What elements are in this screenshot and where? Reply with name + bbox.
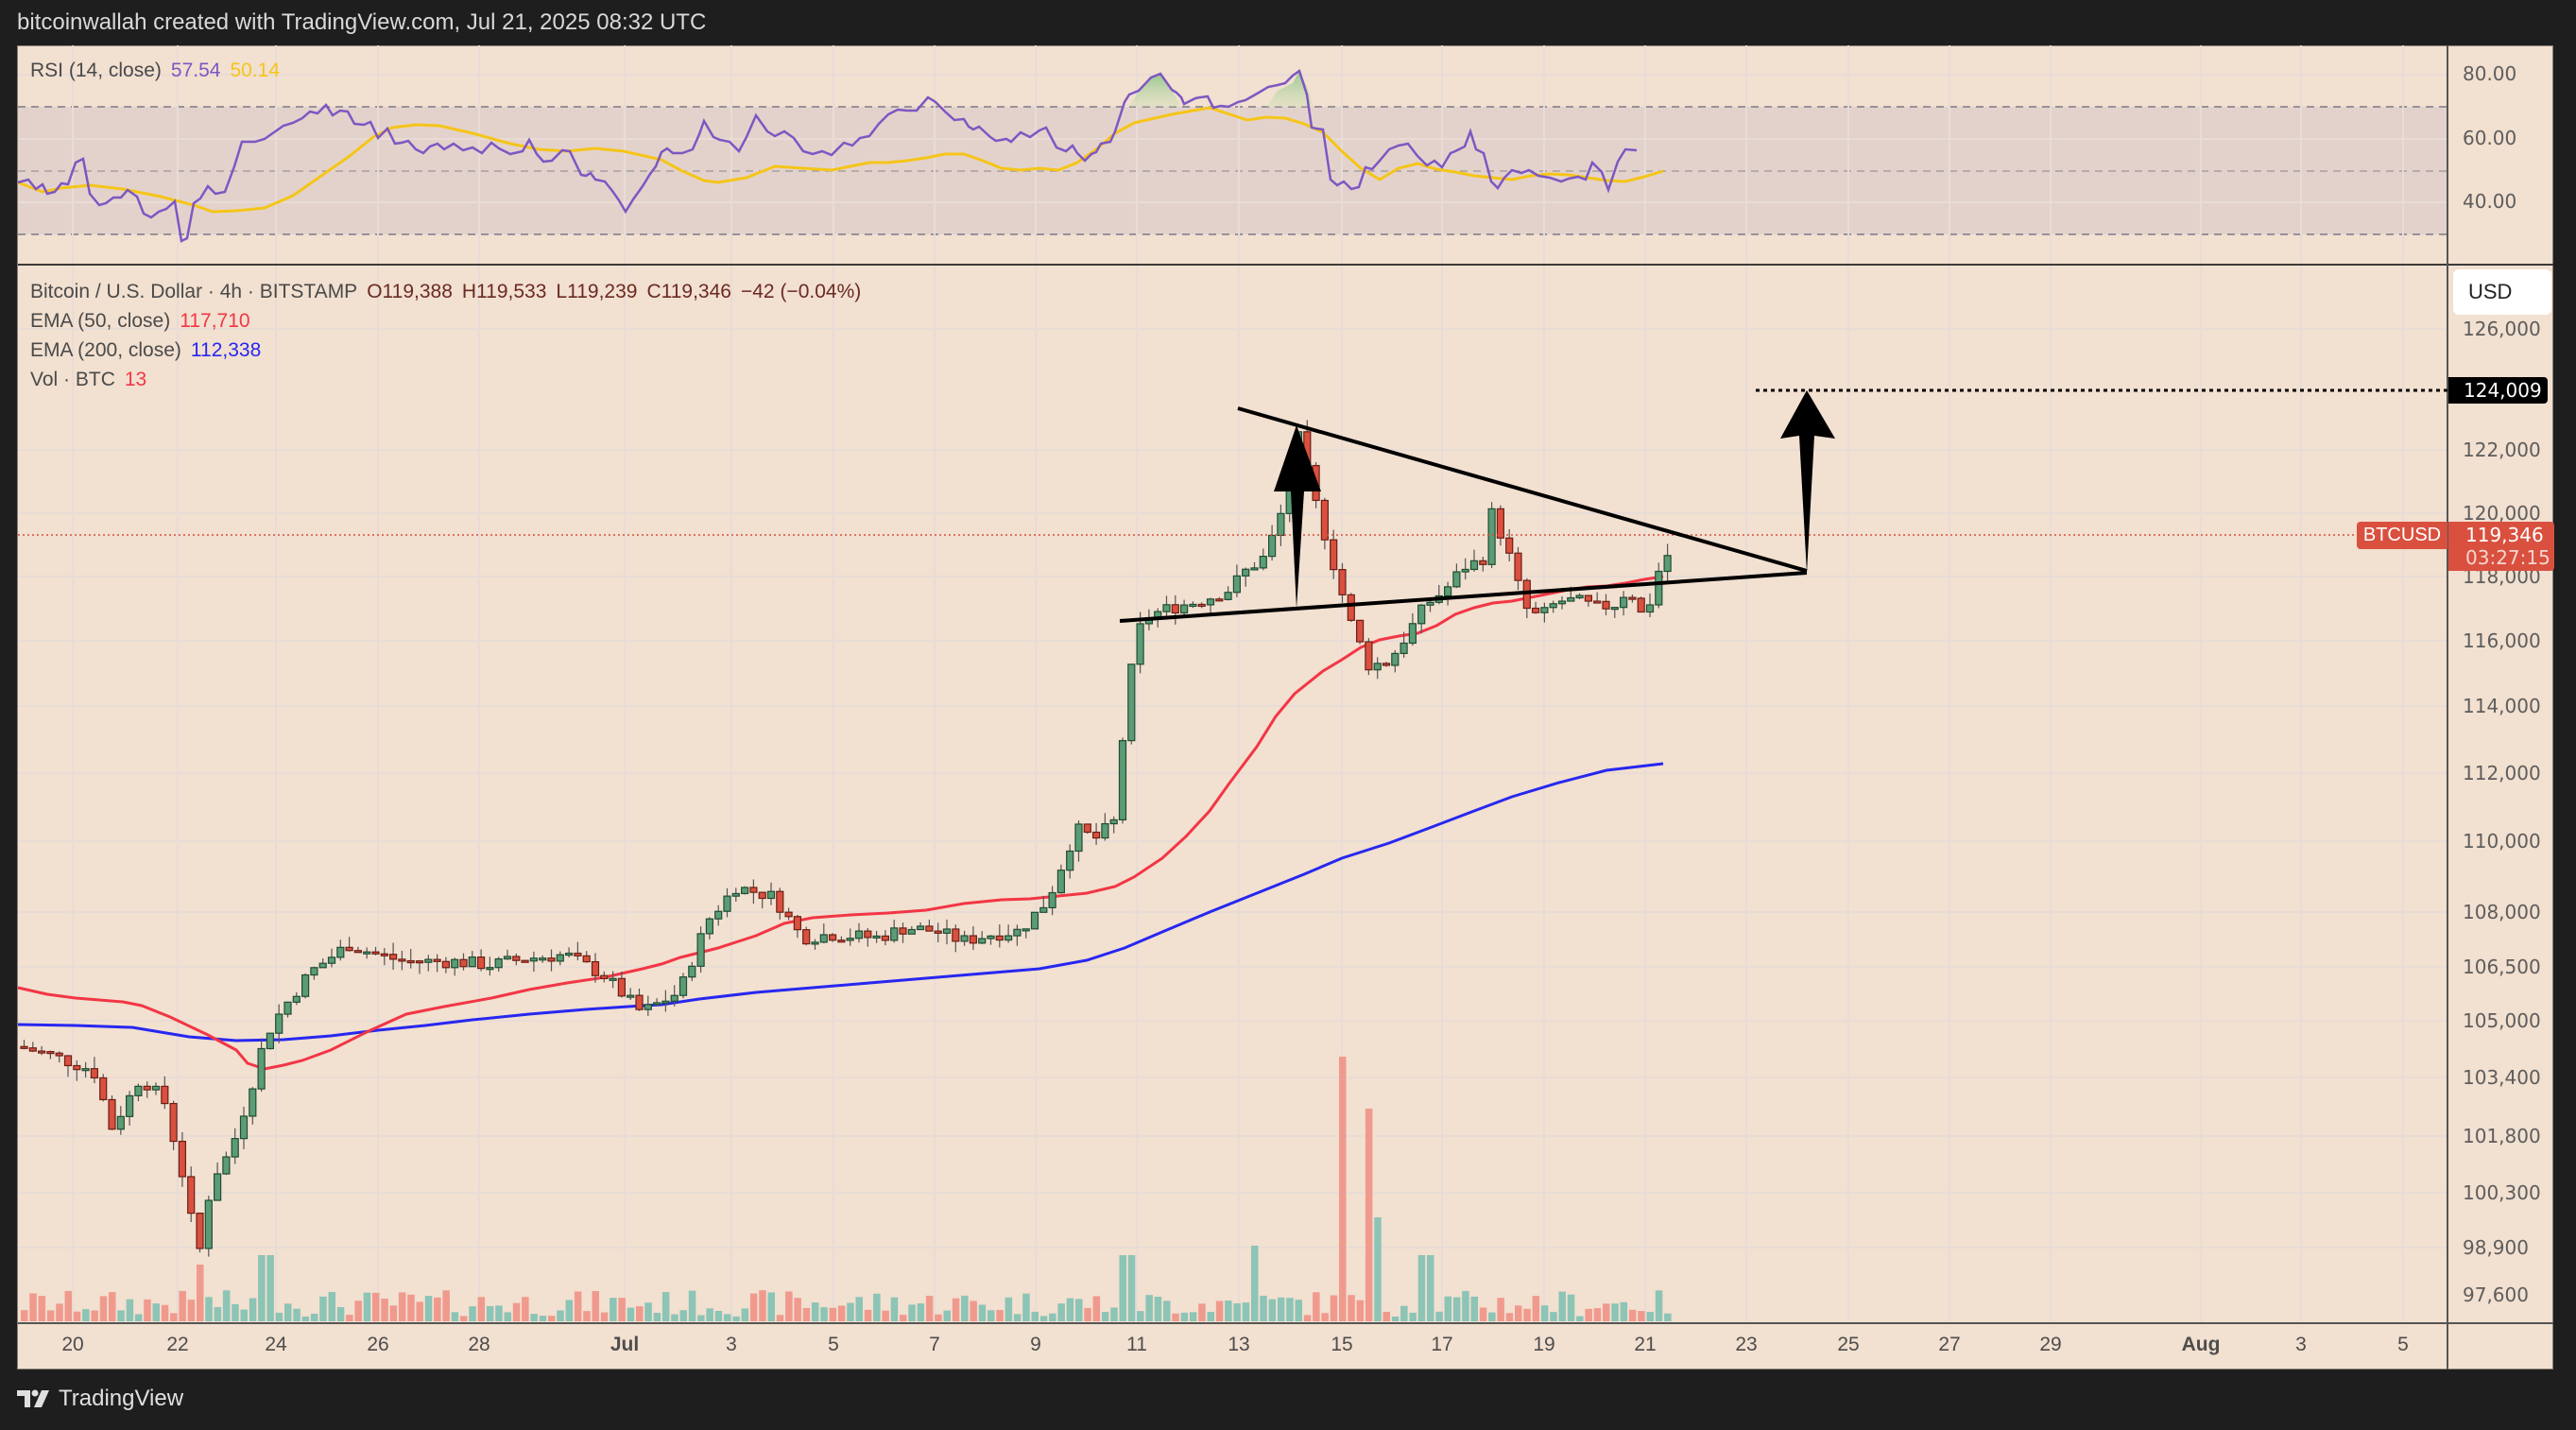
bar-countdown: 03:27:15	[2465, 546, 2550, 569]
volume-legend[interactable]: Vol · BTC 13	[30, 369, 156, 391]
price-tick: 106,500	[2463, 956, 2541, 978]
date-tick: 5	[828, 1334, 839, 1355]
price-tick: 103,400	[2463, 1066, 2541, 1089]
currency-selector[interactable]: USD	[2453, 269, 2551, 315]
date-tick: 28	[468, 1334, 490, 1355]
rsi-value: 57.54	[170, 60, 221, 81]
ema200-line	[17, 762, 1664, 1042]
symbol-legend[interactable]: Bitcoin / U.S. Dollar · 4h · BITSTAMP O11…	[30, 281, 870, 303]
ema50-line	[17, 575, 1664, 1071]
price-tick: 101,800	[2463, 1125, 2541, 1147]
price-tick: 108,000	[2463, 901, 2541, 923]
date-tick: 21	[1634, 1334, 1657, 1355]
date-tick: 13	[1228, 1334, 1250, 1355]
date-tick: 25	[1837, 1334, 1860, 1355]
ohlc-change: −42 (−0.04%)	[740, 281, 862, 302]
volume-bars	[21, 1057, 1672, 1321]
price-tick: 116,000	[2463, 629, 2541, 652]
target-price-tag: 124,009	[2448, 377, 2548, 404]
date-tick: 11	[1126, 1334, 1147, 1355]
tradingview-logo-icon	[17, 1389, 49, 1407]
rsi-scale-60: 60.00	[2463, 127, 2517, 149]
price-tick: 112,000	[2463, 762, 2541, 784]
tradingview-brand[interactable]: TradingView	[17, 1386, 183, 1412]
price-tick: 105,000	[2463, 1009, 2541, 1032]
rsi-line	[17, 68, 1638, 243]
price-tick: 122,000	[2463, 439, 2541, 461]
date-tick: 27	[1938, 1334, 1961, 1355]
rsi-ma-line	[17, 106, 1664, 214]
rsi-overbought-fill	[1129, 74, 1181, 107]
date-tick: 15	[1331, 1334, 1353, 1355]
breakout-arrow-icon[interactable]	[1780, 390, 1835, 573]
ticker-tag: BTCUSD	[2357, 522, 2447, 549]
date-tick-month: Jul	[610, 1334, 640, 1355]
rsi-scale-80: 80.00	[2463, 62, 2517, 85]
ema200-label: EMA (200, close)	[30, 339, 181, 361]
ohlc-close: C119,346	[646, 281, 731, 302]
attribution-header: bitcoinwallah created with TradingView.c…	[17, 9, 707, 35]
brand-name: TradingView	[59, 1386, 184, 1411]
volume-label: Vol · BTC	[30, 369, 115, 390]
rsi-ma-value: 50.14	[230, 60, 281, 81]
volume-value: 13	[124, 369, 147, 390]
last-price-value: 119,346	[2465, 524, 2544, 546]
date-tick: 19	[1533, 1334, 1555, 1355]
ema200-legend[interactable]: EMA (200, close) 112,338	[30, 339, 270, 362]
date-tick: 5	[2397, 1334, 2409, 1355]
date-tick: 24	[265, 1334, 287, 1355]
date-tick: 7	[929, 1334, 940, 1355]
date-tick: 29	[2039, 1334, 2062, 1355]
triangle-lower-trendline[interactable]	[1119, 571, 1808, 623]
price-tick: 114,000	[2463, 695, 2541, 717]
triangle-upper-trendline[interactable]	[1237, 406, 1808, 573]
ema200-value: 112,338	[190, 339, 262, 361]
rsi-scale-40: 40.00	[2463, 190, 2517, 213]
date-tick: 17	[1431, 1334, 1453, 1355]
rsi-label: RSI (14, close)	[30, 60, 162, 81]
chart-panel[interactable]	[17, 45, 2553, 1370]
date-tick: 3	[2295, 1334, 2307, 1355]
price-tick: 120,000	[2463, 502, 2541, 525]
price-tick: 110,000	[2463, 830, 2541, 853]
date-tick-month: Aug	[2181, 1334, 2221, 1355]
rsi-legend[interactable]: RSI (14, close) 57.54 50.14	[30, 60, 289, 82]
grid-lines	[18, 45, 2447, 1323]
candlesticks	[20, 420, 1672, 1257]
date-tick: 3	[726, 1334, 737, 1355]
price-tick: 126,000	[2463, 318, 2541, 340]
ohlc-open: O119,388	[367, 281, 453, 302]
date-tick: 20	[61, 1334, 84, 1355]
ema50-legend[interactable]: EMA (50, close) 117,710	[30, 310, 260, 333]
flagpole-arrow-icon[interactable]	[1274, 425, 1321, 609]
price-tick: 98,900	[2463, 1236, 2529, 1259]
ema50-value: 117,710	[180, 310, 250, 332]
date-tick: 22	[166, 1334, 189, 1355]
date-tick: 9	[1030, 1334, 1041, 1355]
currency-label: USD	[2468, 280, 2513, 303]
price-tick: 97,600	[2463, 1284, 2529, 1306]
ohlc-high: H119,533	[461, 281, 547, 302]
date-tick: 23	[1735, 1334, 1758, 1355]
date-tick: 26	[367, 1334, 389, 1355]
last-price-tag: 119,346 03:27:15	[2448, 522, 2554, 571]
symbol-name: Bitcoin / U.S. Dollar · 4h · BITSTAMP	[30, 281, 358, 302]
ema50-label: EMA (50, close)	[30, 310, 171, 332]
ohlc-low: L119,239	[556, 281, 638, 302]
price-tick: 100,300	[2463, 1181, 2541, 1204]
